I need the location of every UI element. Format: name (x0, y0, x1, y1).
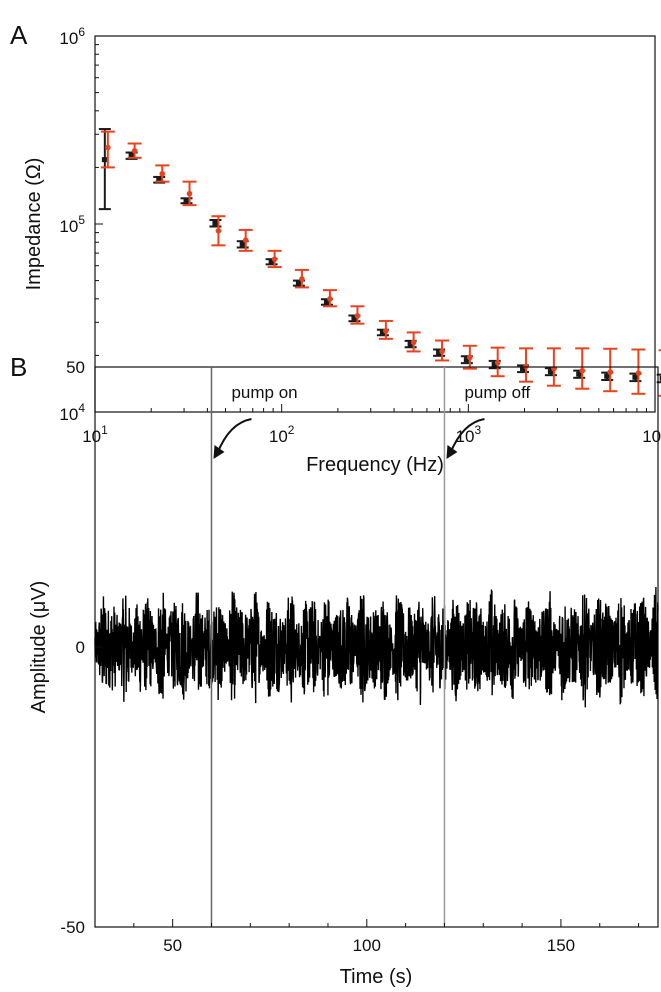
data-point (659, 375, 661, 381)
data-point (576, 371, 583, 377)
data-point (159, 170, 166, 177)
panel-a-x-axis-label: Frequency (Hz) (306, 454, 444, 476)
panel-a-y-tick-label: 105 (59, 213, 85, 236)
data-point (523, 363, 529, 370)
data-point (520, 366, 527, 372)
data-point (101, 157, 108, 163)
marker-arrow (216, 418, 252, 454)
panel-a-x-tick-label: 102 (269, 423, 295, 446)
panel-a-frame (94, 35, 656, 413)
data-point (327, 296, 333, 302)
panel-b-x-tick-label: 50 (163, 936, 182, 955)
data-point (463, 357, 470, 363)
data-point (379, 329, 386, 335)
marker-arrow (449, 418, 485, 454)
data-point (467, 354, 473, 361)
data-point (579, 367, 586, 374)
data-point (491, 361, 498, 367)
data-point (186, 190, 193, 197)
panel-a-series (98, 128, 661, 397)
panel-b-x-tick-label: 100 (353, 936, 381, 955)
data-point (354, 312, 361, 319)
panel-a-x-tick-label: 103 (456, 423, 482, 446)
data-point (604, 373, 611, 379)
data-point (128, 153, 135, 159)
data-point (183, 198, 190, 204)
panel-b-y-axis-label: Amplitude (μV) (28, 581, 50, 714)
data-point (271, 256, 278, 262)
data-point (131, 148, 138, 154)
panel-a-axes: 101 102 103 104 104 105 106 (59, 25, 661, 446)
data-point (635, 370, 642, 376)
data-point (295, 280, 302, 286)
panel-a-y-tick-label: 104 (59, 401, 85, 424)
data-point (212, 220, 219, 226)
panel-b-y-tick-label: -50 (60, 918, 85, 937)
data-point (383, 328, 389, 334)
data-point (299, 276, 305, 282)
panel-b-axes: 50 100 150 -50 0 50 (60, 358, 640, 955)
panel-b-x-tick-label: 150 (547, 936, 575, 955)
panel-b-markers: pump on pump off (210, 367, 531, 927)
panel-b-y-tick-label: 50 (66, 358, 85, 377)
data-point (410, 339, 417, 346)
data-point (494, 359, 501, 366)
data-point (268, 259, 275, 265)
panel-a-y-tick-label: 106 (59, 25, 85, 48)
data-point (436, 350, 443, 356)
marker-label: pump off (464, 383, 530, 402)
panel-a-y-axis-label: Impedance (Ω) (23, 158, 45, 291)
data-point (105, 144, 111, 151)
data-point (407, 341, 414, 347)
panel-b-x-axis-label: Time (s) (340, 966, 413, 988)
data-point (323, 299, 330, 305)
panel-b-y-tick-label: 0 (76, 638, 85, 657)
marker-arrowhead (213, 445, 225, 459)
data-point (156, 177, 163, 183)
data-point (242, 237, 249, 244)
data-point (547, 369, 554, 375)
panel-a-x-tick-label: 101 (82, 423, 108, 446)
marker-label: pump on (231, 383, 297, 402)
data-point (632, 374, 639, 380)
data-point (351, 315, 358, 321)
panel-b-label: B (10, 352, 27, 382)
panel-a-label: A (10, 20, 28, 50)
data-point (439, 348, 445, 355)
signal-trace (94, 587, 659, 708)
data-point (607, 369, 614, 375)
panel-a-x-tick-label: 104 (642, 423, 661, 446)
data-point (239, 241, 246, 247)
marker-arrowhead (446, 445, 458, 459)
data-point (215, 228, 222, 234)
panel-b-signal-trace (94, 587, 659, 708)
